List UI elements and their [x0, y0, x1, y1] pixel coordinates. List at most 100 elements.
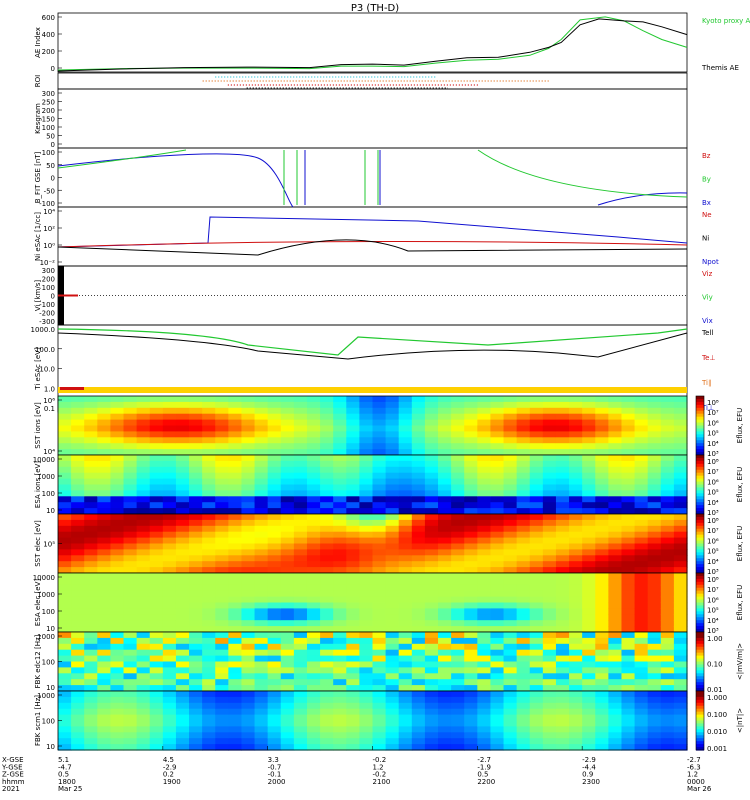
heatmap-cell	[621, 614, 635, 621]
heatmap-cell	[359, 490, 373, 497]
heatmap-cell	[438, 573, 452, 580]
heatmap-cell	[425, 667, 439, 674]
colorbar-tick-label: 0.01	[707, 686, 723, 694]
heatmap-cell	[399, 597, 413, 604]
heatmap-cell	[215, 437, 229, 444]
heatmap-cell	[294, 667, 308, 674]
heatmap-cell	[281, 561, 295, 568]
heatmap-cell	[71, 496, 85, 503]
heatmap-cell	[294, 738, 308, 745]
y-tick-label: 10⁴	[43, 448, 55, 456]
heatmap-cell	[373, 644, 387, 651]
heatmap-cell	[556, 437, 570, 444]
heatmap-cell	[608, 431, 622, 438]
heatmap-cell	[346, 490, 360, 497]
heatmap-cell	[635, 455, 649, 462]
heatmap-cell	[124, 544, 138, 551]
heatmap-cell	[543, 715, 557, 722]
heatmap-cell	[399, 538, 413, 545]
panel-frame	[58, 13, 687, 72]
heatmap-cell	[595, 520, 609, 527]
heatmap-cell	[255, 455, 269, 462]
heatmap-cell	[294, 402, 308, 409]
heatmap-cell	[359, 502, 373, 509]
heatmap-cell	[490, 638, 504, 645]
heatmap-cell	[425, 656, 439, 663]
heatmap-cell	[504, 402, 518, 409]
heatmap-cell	[517, 715, 531, 722]
heatmap-cell	[255, 579, 269, 586]
heatmap-cell	[110, 703, 124, 710]
heatmap-cell	[202, 691, 216, 698]
heatmap-cell	[137, 485, 151, 492]
y-tick-label: 100	[42, 284, 55, 292]
heatmap-cell	[281, 709, 295, 716]
heatmap-cell	[543, 673, 557, 680]
heatmap-cell	[569, 573, 583, 580]
heatmap-cell	[425, 544, 439, 551]
heatmap-cell	[451, 490, 465, 497]
heatmap-cell	[635, 738, 649, 745]
heatmap-cell	[477, 656, 491, 663]
heatmap-cell	[202, 667, 216, 674]
heatmap-cell	[582, 662, 596, 669]
legend-entry: Tell	[701, 329, 713, 337]
heatmap-cell	[137, 732, 151, 739]
heatmap-cell	[58, 691, 72, 698]
heatmap-cell	[97, 473, 111, 480]
heatmap-cell	[307, 490, 321, 497]
heatmap-cell	[530, 485, 544, 492]
heatmap-cell	[569, 638, 583, 645]
heatmap-cell	[504, 520, 518, 527]
heatmap-cell	[451, 715, 465, 722]
heatmap-cell	[661, 532, 675, 539]
heatmap-cell	[451, 520, 465, 527]
heatmap-cell	[58, 544, 72, 551]
heatmap-cell	[582, 538, 596, 545]
heatmap-cell	[490, 431, 504, 438]
heatmap-cell	[530, 650, 544, 657]
heatmap-cell	[451, 514, 465, 521]
heatmap-cell	[281, 726, 295, 733]
heatmap-cell	[517, 656, 531, 663]
heatmap-cell	[386, 479, 400, 486]
heatmap-cell	[359, 579, 373, 586]
heatmap-cell	[333, 402, 347, 409]
heatmap-cell	[464, 544, 478, 551]
heatmap-cell	[425, 673, 439, 680]
heatmap-cell	[359, 603, 373, 610]
heatmap-cell	[333, 396, 347, 403]
heatmap-cell	[163, 431, 177, 438]
heatmap-cell	[543, 656, 557, 663]
heatmap-cell	[241, 420, 255, 427]
heatmap-cell	[661, 738, 675, 745]
heatmap-cell	[674, 502, 688, 509]
heatmap-cell	[543, 549, 557, 556]
heatmap-cell	[189, 579, 203, 586]
heatmap-cell	[110, 520, 124, 527]
heatmap-cell	[215, 662, 229, 669]
y-axis-label: ESA ions [eV]	[34, 461, 42, 508]
heatmap-cell	[661, 414, 675, 421]
heatmap-cell	[543, 573, 557, 580]
heatmap-cell	[648, 620, 662, 627]
heatmap-cell	[241, 520, 255, 527]
heatmap-cell	[359, 467, 373, 474]
panel-7: 10⁸10⁷10⁶10⁵10⁴10³Eflux, EFUSST ions [eV…	[34, 396, 744, 458]
heatmap-cell	[320, 437, 334, 444]
heatmap-cell	[648, 467, 662, 474]
heatmap-cell	[110, 656, 124, 663]
heatmap-cell	[425, 414, 439, 421]
heatmap-cell	[71, 632, 85, 639]
heatmap-cell	[97, 667, 111, 674]
heatmap-cell	[608, 585, 622, 592]
heatmap-cell	[425, 437, 439, 444]
heatmap-cell	[215, 726, 229, 733]
heatmap-cell	[425, 585, 439, 592]
heatmap-cell	[176, 496, 190, 503]
heatmap-cell	[268, 738, 282, 745]
heatmap-cell	[412, 579, 426, 586]
heatmap-cell	[556, 502, 570, 509]
heatmap-cell	[386, 402, 400, 409]
heatmap-cell	[137, 650, 151, 657]
